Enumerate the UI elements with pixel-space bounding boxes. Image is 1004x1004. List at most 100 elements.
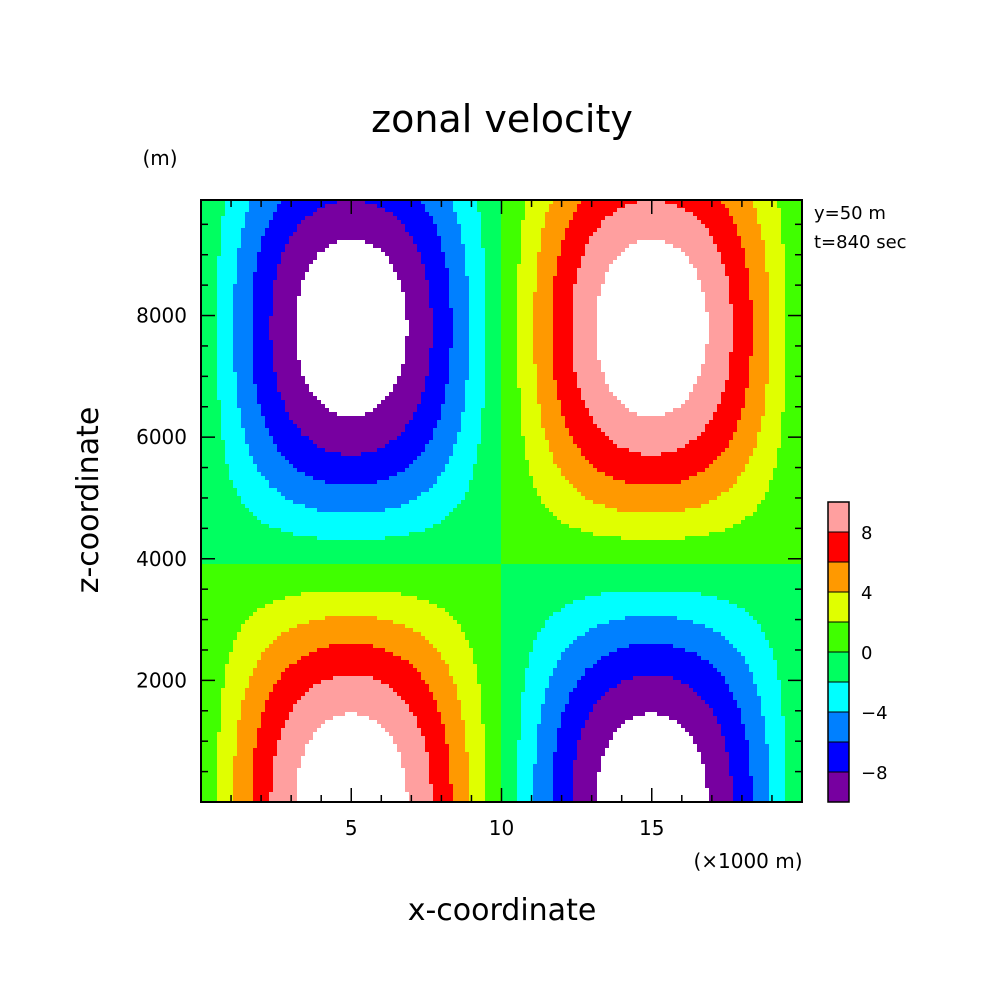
contour-cell: [673, 216, 678, 221]
contour-cell: [665, 212, 670, 217]
contour-cell: [325, 252, 330, 257]
contour-cell: [257, 272, 262, 277]
contour-cell: [609, 216, 614, 221]
contour-cell: [505, 324, 510, 329]
contour-cell: [277, 304, 282, 309]
contour-cell: [633, 316, 638, 321]
contour-cell: [305, 252, 310, 257]
contour-cell: [653, 300, 658, 305]
contour-cell: [221, 264, 226, 269]
contour-cell: [345, 308, 350, 313]
contour-cell: [409, 264, 414, 269]
contour-cell: [781, 328, 786, 333]
contour-cell: [345, 264, 350, 269]
contour-cell: [453, 248, 458, 253]
contour-cell: [689, 296, 694, 301]
contour-cell: [317, 328, 322, 333]
contour-cell: [661, 284, 666, 289]
contour-cell: [753, 300, 758, 305]
contour-cell: [401, 292, 406, 297]
contour-cell: [733, 264, 738, 269]
contour-cell: [397, 296, 402, 301]
contour-cell: [297, 200, 302, 205]
contour-cell: [377, 224, 382, 229]
contour-cell: [201, 316, 206, 321]
contour-cell: [645, 236, 650, 241]
contour-cell: [353, 288, 358, 293]
contour-cell: [653, 200, 658, 205]
contour-cell: [665, 276, 670, 281]
contour-cell: [521, 304, 526, 309]
contour-cell: [265, 232, 270, 237]
contour-cell: [417, 216, 422, 221]
contour-cell: [617, 328, 622, 333]
contour-cell: [409, 224, 414, 229]
contour-cell: [245, 272, 250, 277]
contour-cell: [689, 212, 694, 217]
contour-cell: [453, 264, 458, 269]
contour-cell: [585, 208, 590, 213]
contour-cell: [325, 288, 330, 293]
contour-cell: [761, 312, 766, 317]
contour-cell: [425, 300, 430, 305]
contour-cell: [445, 328, 450, 333]
contour-cell: [205, 216, 210, 221]
contour-cell: [289, 212, 294, 217]
contour-cell: [797, 244, 802, 249]
contour-cell: [413, 320, 418, 325]
contour-cell: [633, 280, 638, 285]
contour-cell: [793, 240, 798, 245]
contour-cell: [393, 276, 398, 281]
contour-cell: [353, 236, 358, 241]
contour-cell: [329, 244, 334, 249]
contour-cell: [673, 268, 678, 273]
contour-cell: [433, 240, 438, 245]
contour-cell: [325, 292, 330, 297]
contour-cell: [309, 288, 314, 293]
contour-cell: [421, 272, 426, 277]
contour-cell: [425, 288, 430, 293]
contour-cell: [201, 200, 206, 205]
contour-cell: [701, 280, 706, 285]
contour-cell: [365, 264, 370, 269]
contour-cell: [761, 208, 766, 213]
contour-cell: [701, 220, 706, 225]
contour-cell: [641, 288, 646, 293]
contour-cell: [313, 312, 318, 317]
contour-cell: [425, 216, 430, 221]
contour-cell: [329, 248, 334, 253]
contour-cell: [493, 296, 498, 301]
contour-cell: [589, 260, 594, 265]
contour-cell: [329, 204, 334, 209]
contour-cell: [693, 268, 698, 273]
contour-cell: [741, 268, 746, 273]
contour-cell: [629, 252, 634, 257]
contour-cell: [581, 316, 586, 321]
contour-cell: [313, 212, 318, 217]
contour-cell: [549, 268, 554, 273]
contour-cell: [449, 300, 454, 305]
contour-cell: [349, 276, 354, 281]
contour-cell: [713, 320, 718, 325]
contour-cell: [313, 268, 318, 273]
contour-cell: [473, 300, 478, 305]
contour-cell: [413, 256, 418, 261]
contour-cell: [785, 268, 790, 273]
contour-cell: [337, 324, 342, 329]
contour-cell: [217, 272, 222, 277]
contour-cell: [689, 224, 694, 229]
contour-cell: [797, 224, 802, 229]
contour-cell: [517, 236, 522, 241]
contour-cell: [685, 324, 690, 329]
contour-cell: [609, 228, 614, 233]
contour-cell: [657, 240, 662, 245]
contour-cell: [665, 304, 670, 309]
contour-cell: [797, 204, 802, 209]
contour-cell: [741, 280, 746, 285]
contour-cell: [309, 316, 314, 321]
contour-cell: [553, 284, 558, 289]
contour-cell: [237, 228, 242, 233]
contour-cell: [741, 220, 746, 225]
contour-cell: [537, 304, 542, 309]
contour-cell: [753, 216, 758, 221]
